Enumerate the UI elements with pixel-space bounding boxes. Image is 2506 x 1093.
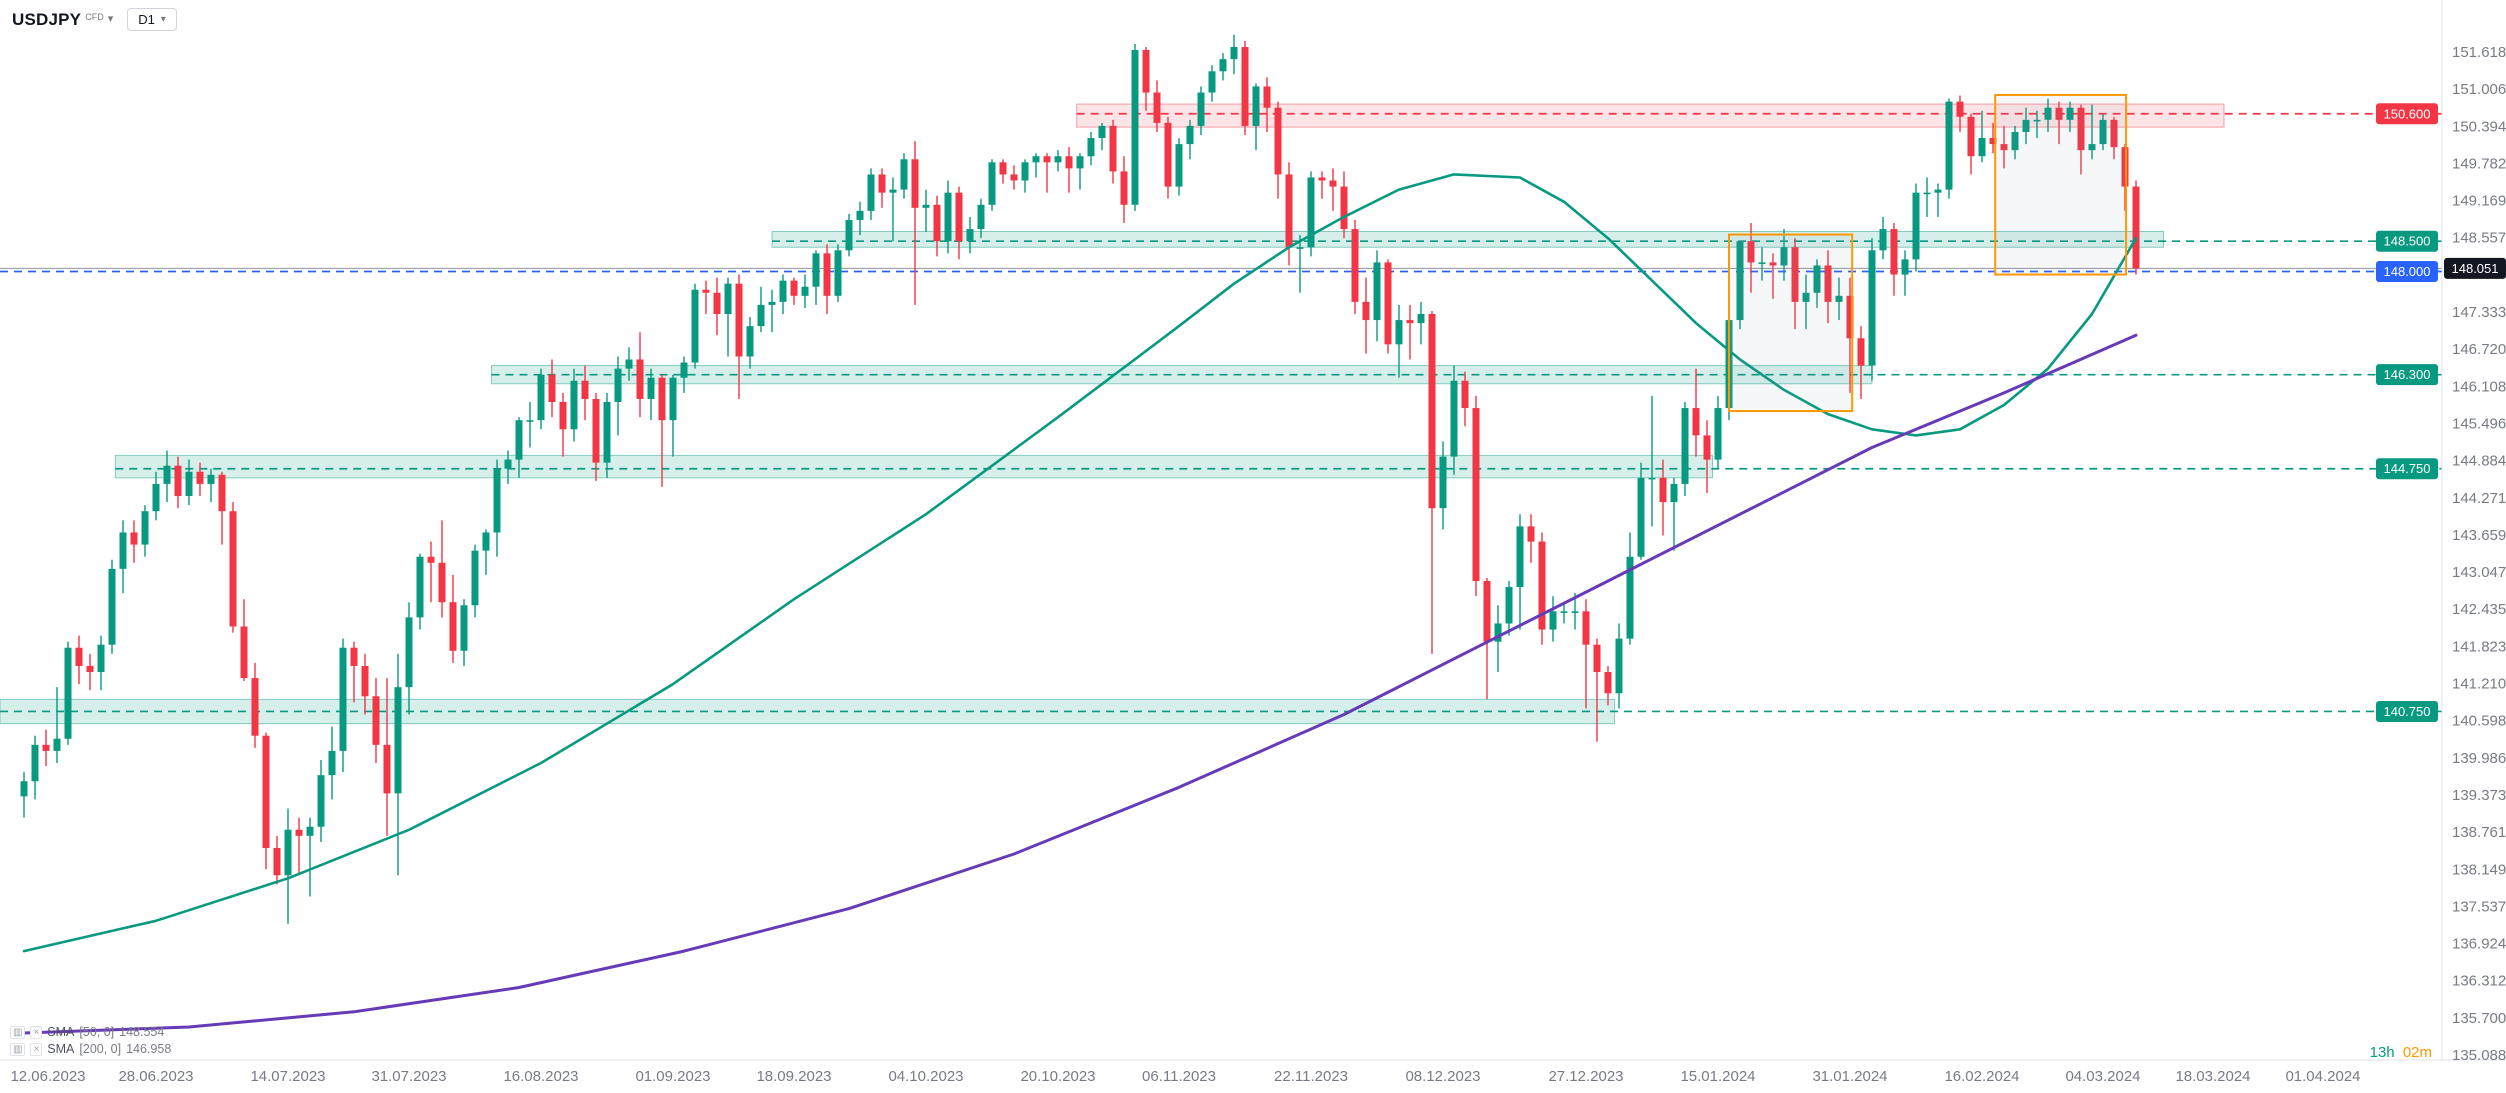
bar-countdown: 13h 02m (2370, 1044, 2432, 1061)
date-tick-label: 15.01.2024 (1680, 1068, 1755, 1085)
close-icon[interactable]: × (30, 1042, 43, 1056)
date-tick-label: 08.12.2023 (1405, 1068, 1480, 1085)
timeframe-label: D1 (138, 12, 155, 27)
indicator-name: SMA (47, 1025, 75, 1039)
svg-text:148.051: 148.051 (2452, 261, 2499, 276)
date-tick-label: 14.07.2023 (250, 1068, 325, 1085)
price-tick-label: 135.700 (2452, 1010, 2506, 1027)
price-tick-label: 149.169 (2452, 193, 2506, 210)
ma-lines-layer (22, 173, 2138, 1035)
date-tick-label: 16.02.2024 (1944, 1068, 2019, 1085)
svg-text:150.600: 150.600 (2384, 106, 2431, 121)
price-tick-label: 138.149 (2452, 861, 2506, 878)
svg-text:146.300: 146.300 (2384, 367, 2431, 382)
countdown-hours: 13h (2369, 1044, 2395, 1061)
symbol-name: USDJPY (12, 9, 82, 29)
price-chips-layer: 150.600 148.500 146.300 144.750 140.750 148.0… (2376, 103, 2506, 722)
sma200-line (22, 333, 2138, 1035)
symbol-type-label: CFD (85, 11, 104, 22)
date-tick-label: 12.06.2023 (10, 1068, 85, 1085)
price-tick-label: 151.618 (2452, 44, 2506, 61)
highlight-boxes-layer (1728, 93, 2128, 413)
price-tick-label: 147.333 (2452, 304, 2506, 321)
price-label-chip (2376, 458, 2438, 480)
price-tick-label: 149.782 (2452, 155, 2506, 172)
price-tick-label: 146.108 (2452, 378, 2506, 395)
date-tick-label: 20.10.2023 (1020, 1068, 1095, 1085)
indicator-legend: ▥ × SMA [50, 0] 148.554 ▥ × SMA [200, 0]… (10, 1024, 171, 1057)
price-tick-label: 143.659 (2452, 527, 2506, 544)
symbol-selector[interactable]: USDJPY CFD ▾ (12, 10, 113, 30)
indicator-row-sma50[interactable]: ▥ × SMA [50, 0] 148.554 (10, 1024, 171, 1040)
price-tick-label: 150.394 (2452, 118, 2506, 135)
date-tick-label: 06.11.2023 (1142, 1068, 1216, 1085)
date-tick-label: 31.01.2024 (1812, 1068, 1887, 1085)
price-label-chip (2376, 364, 2438, 386)
indicator-row-sma200[interactable]: ▥ × SMA [200, 0] 146.958 (10, 1041, 171, 1057)
date-tick-label: 18.03.2024 (2175, 1068, 2250, 1085)
indicator-settings-icon[interactable]: ▥ (10, 1042, 26, 1056)
price-tick-label: 142.435 (2452, 601, 2506, 618)
date-tick-label: 18.09.2023 (756, 1068, 831, 1085)
indicator-name: SMA (47, 1042, 75, 1056)
candles-layer (20, 34, 2140, 924)
price-label-chip (2376, 230, 2438, 252)
price-tick-label: 141.210 (2452, 676, 2506, 693)
date-tick-label: 31.07.2023 (371, 1068, 446, 1085)
horizontal-lines-layer (0, 267, 2442, 273)
price-label-chip (2376, 261, 2438, 283)
date-tick-label: 04.10.2023 (888, 1068, 963, 1085)
timeframe-dropdown[interactable]: D1 ▾ (127, 8, 177, 31)
date-tick-label: 28.06.2023 (118, 1068, 193, 1085)
price-tick-label: 139.373 (2452, 787, 2506, 804)
price-tick-label: 148.557 (2452, 230, 2506, 247)
chevron-down-icon: ▾ (160, 14, 166, 25)
date-tick-label: 22.11.2023 (1274, 1068, 1348, 1085)
price-label-chip (2376, 700, 2438, 722)
countdown-minutes: 02m (2402, 1044, 2432, 1061)
price-tick-label: 139.986 (2452, 750, 2506, 767)
svg-text:144.750: 144.750 (2384, 461, 2431, 476)
price-tick-label: 141.823 (2452, 638, 2506, 655)
price-tick-label: 146.720 (2452, 341, 2506, 358)
price-tick-label: 135.088 (2452, 1047, 2506, 1064)
price-tick-label: 136.312 (2452, 973, 2506, 990)
price-label-chip (2376, 103, 2438, 125)
price-tick-label: 143.047 (2452, 564, 2506, 581)
date-tick-label: 16.08.2023 (503, 1068, 578, 1085)
indicator-value: 146.958 (126, 1042, 172, 1056)
svg-text:140.750: 140.750 (2384, 704, 2431, 719)
price-tick-label: 138.761 (2452, 824, 2506, 841)
price-tick-label: 137.537 (2452, 898, 2506, 915)
date-tick-label: 27.12.2023 (1548, 1068, 1623, 1085)
sma50-line (22, 173, 2138, 953)
indicator-value: 148.554 (119, 1025, 165, 1039)
chart-header: USDJPY CFD ▾ D1 ▾ (12, 8, 177, 31)
close-icon[interactable]: × (30, 1025, 43, 1039)
price-tick-label: 144.884 (2452, 453, 2506, 470)
svg-text:148.500: 148.500 (2384, 234, 2431, 249)
price-tick-label: 144.271 (2452, 490, 2506, 507)
price-tick-label: 145.496 (2452, 415, 2506, 432)
price-tick-label: 140.598 (2452, 713, 2506, 730)
date-tick-label: 01.09.2023 (635, 1068, 710, 1085)
svg-text:148.000: 148.000 (2384, 264, 2431, 279)
price-tick-label: 136.924 (2452, 936, 2506, 953)
price-tick-label: 151.006 (2452, 81, 2506, 98)
indicator-params: [50, 0] (79, 1025, 115, 1039)
chevron-down-icon: ▾ (107, 12, 114, 25)
indicator-params: [200, 0] (79, 1042, 122, 1056)
date-tick-label: 04.03.2024 (2065, 1068, 2140, 1085)
price-label-chip (2444, 257, 2506, 279)
indicator-settings-icon[interactable]: ▥ (10, 1025, 26, 1039)
date-tick-label: 01.04.2024 (2285, 1068, 2360, 1085)
